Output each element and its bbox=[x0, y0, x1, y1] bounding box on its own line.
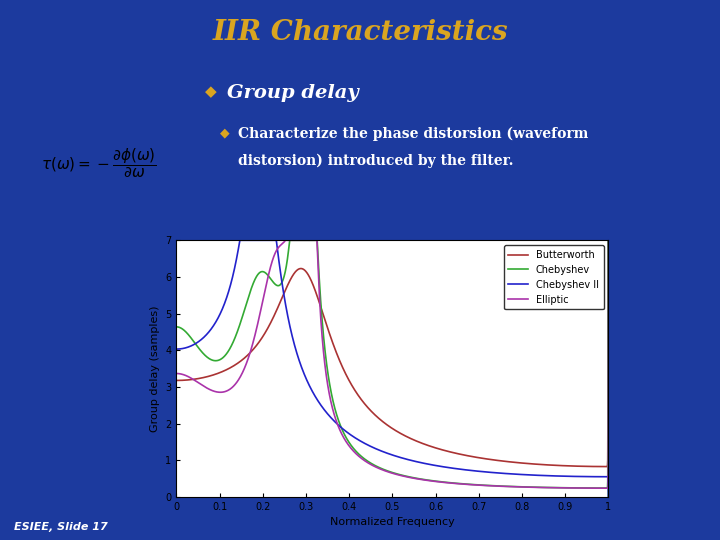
Elliptic bbox=[281, 237, 289, 244]
Chebyshev bbox=[194, 345, 203, 352]
Chebyshev bbox=[592, 485, 600, 491]
Chebyshev bbox=[604, 494, 613, 500]
Chebyshev bbox=[371, 462, 379, 469]
Butterworth bbox=[173, 377, 181, 384]
Chebyshev II bbox=[592, 474, 600, 480]
Text: Group delay: Group delay bbox=[227, 84, 359, 102]
Line: Butterworth: Butterworth bbox=[177, 240, 608, 467]
Text: distorsion) introduced by the filter.: distorsion) introduced by the filter. bbox=[238, 154, 513, 168]
Chebyshev bbox=[382, 468, 391, 474]
Elliptic bbox=[194, 380, 203, 386]
Chebyshev II bbox=[382, 450, 391, 456]
Chebyshev II bbox=[173, 346, 181, 352]
Text: Characterize the phase distorsion (waveform: Characterize the phase distorsion (wavef… bbox=[238, 127, 588, 141]
Butterworth bbox=[592, 463, 600, 470]
Chebyshev II bbox=[592, 474, 600, 480]
Butterworth bbox=[371, 412, 379, 418]
Butterworth bbox=[513, 460, 521, 466]
Elliptic bbox=[513, 484, 521, 490]
Text: ◆: ◆ bbox=[205, 84, 217, 99]
Elliptic bbox=[382, 468, 391, 475]
Elliptic bbox=[592, 485, 600, 491]
Text: $\tau(\omega)= -\dfrac{\partial\phi(\omega)}{\partial\omega}$: $\tau(\omega)= -\dfrac{\partial\phi(\ome… bbox=[41, 146, 157, 180]
Butterworth bbox=[382, 421, 391, 428]
Chebyshev II bbox=[194, 338, 203, 345]
Chebyshev bbox=[513, 483, 521, 490]
Text: ESIEE, Slide 17: ESIEE, Slide 17 bbox=[14, 522, 108, 532]
Chebyshev II bbox=[513, 471, 521, 477]
Y-axis label: Group delay (samples): Group delay (samples) bbox=[150, 305, 160, 432]
Elliptic bbox=[173, 370, 181, 377]
Elliptic bbox=[604, 485, 613, 491]
Butterworth bbox=[604, 361, 613, 368]
Line: Elliptic: Elliptic bbox=[177, 240, 608, 488]
Butterworth bbox=[194, 375, 203, 382]
Butterworth bbox=[602, 463, 611, 470]
Legend: Butterworth, Chebyshev, Chebyshev II, Elliptic: Butterworth, Chebyshev, Chebyshev II, El… bbox=[503, 245, 603, 309]
Chebyshev II bbox=[604, 494, 613, 500]
Elliptic bbox=[604, 237, 613, 244]
Chebyshev II bbox=[235, 237, 244, 244]
Chebyshev II bbox=[371, 446, 379, 452]
Text: ◆: ◆ bbox=[220, 127, 229, 140]
Chebyshev bbox=[173, 323, 181, 330]
Chebyshev bbox=[285, 237, 294, 244]
Text: IIR Characteristics: IIR Characteristics bbox=[212, 19, 508, 46]
Butterworth bbox=[591, 463, 600, 470]
Line: Chebyshev II: Chebyshev II bbox=[177, 240, 608, 497]
X-axis label: Normalized Frequency: Normalized Frequency bbox=[330, 517, 455, 527]
Chebyshev bbox=[592, 485, 600, 491]
Elliptic bbox=[371, 464, 379, 470]
Butterworth bbox=[604, 237, 613, 244]
Line: Chebyshev: Chebyshev bbox=[177, 240, 608, 497]
Elliptic bbox=[592, 485, 600, 491]
